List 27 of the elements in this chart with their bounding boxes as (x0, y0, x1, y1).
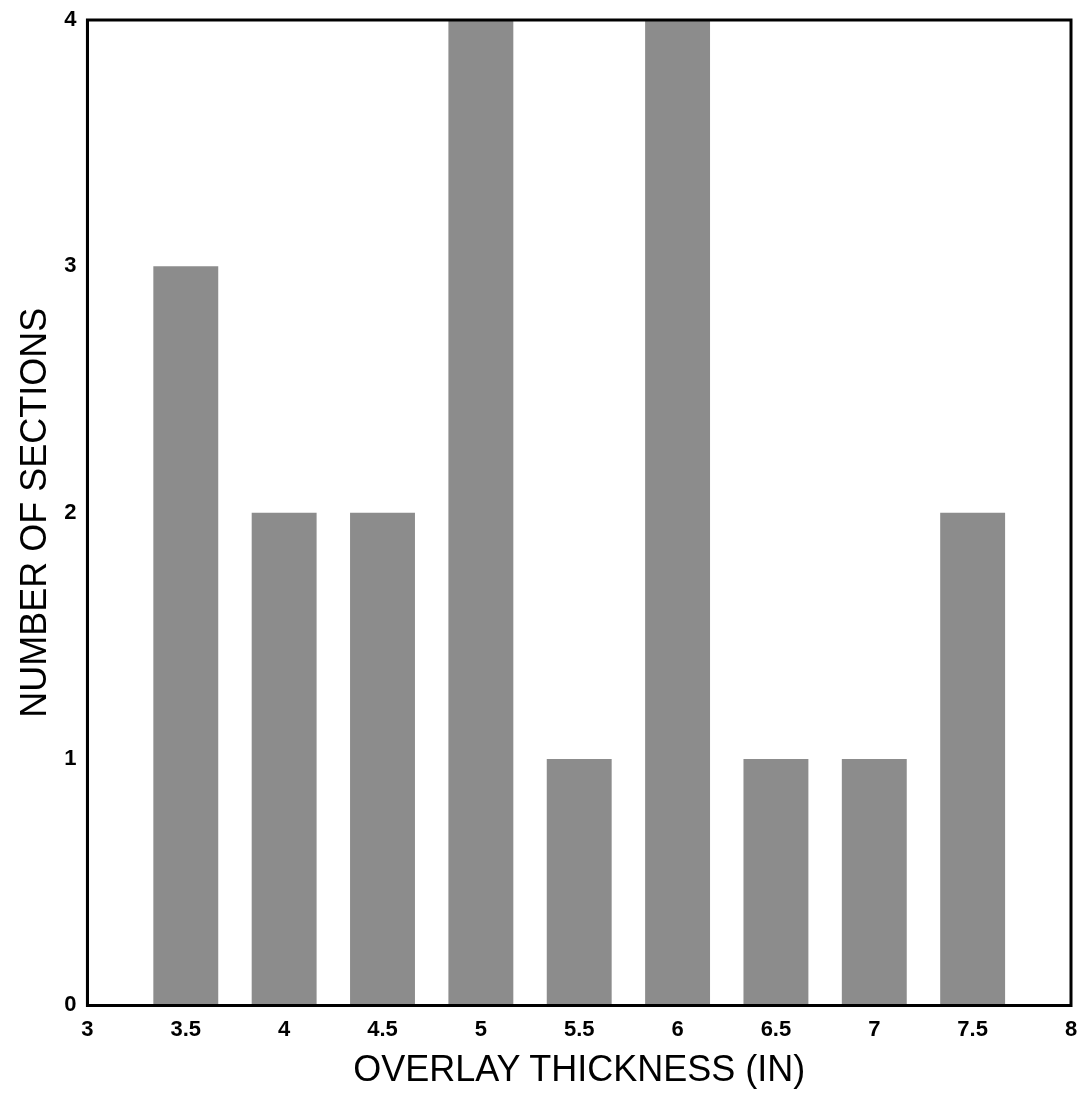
bar (841, 759, 907, 1006)
bar (743, 759, 809, 1006)
bar (448, 20, 514, 1006)
bar (153, 266, 219, 1006)
x-tick-label: 4 (278, 1015, 292, 1041)
x-tick-label: 6 (671, 1015, 684, 1041)
x-tick-label: 4.5 (367, 1015, 398, 1041)
x-tick-label: 8 (1064, 1015, 1078, 1041)
x-tick-label: 3 (81, 1015, 94, 1041)
x-tick-label: 5 (474, 1015, 487, 1041)
y-tick-label: 2 (64, 498, 77, 524)
x-tick-label: 5.5 (563, 1015, 595, 1041)
x-tick-label: 6.5 (760, 1015, 792, 1041)
y-tick-label: 1 (64, 745, 77, 771)
y-tick-label: 3 (64, 252, 77, 278)
bar (645, 20, 711, 1006)
bar (940, 512, 1006, 1006)
x-tick-label: 3.5 (170, 1015, 202, 1041)
x-tick-label: 7.5 (957, 1015, 988, 1041)
y-tick-label: 4 (64, 6, 78, 32)
y-axis-title: NUMBER OF SECTIONS (12, 307, 54, 718)
bar (546, 759, 612, 1006)
y-tick-label: 0 (64, 991, 77, 1017)
bar (350, 512, 415, 1006)
bar (251, 512, 317, 1006)
x-axis-title: OVERLAY THICKNESS (IN) (353, 1048, 806, 1090)
x-tick-label: 7 (868, 1015, 881, 1041)
